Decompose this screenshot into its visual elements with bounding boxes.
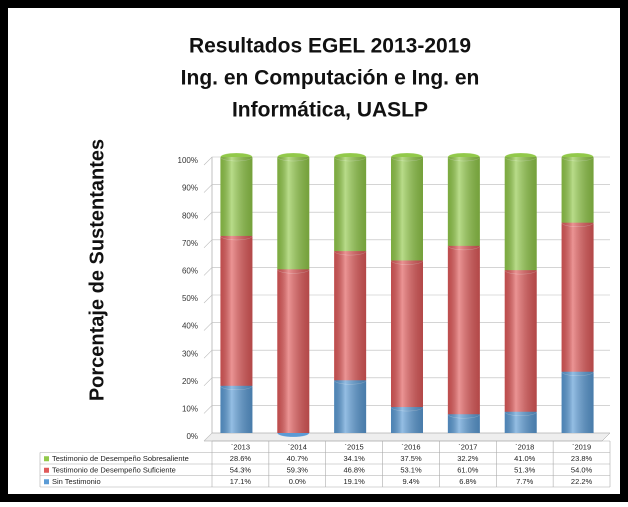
- y-tick-label: 90%: [182, 184, 198, 193]
- bar-segment: [504, 157, 537, 271]
- legend-label: Sin Testimonio: [52, 477, 101, 486]
- y-axis-label: Porcentaje de Sustentantes: [86, 139, 108, 401]
- bar-segment: [220, 157, 253, 236]
- bar-segment: [277, 157, 310, 270]
- data-label: 51.3%: [514, 466, 536, 475]
- bar-segment: [391, 157, 423, 261]
- x-tick-label: `2017: [458, 443, 477, 452]
- x-tick-label: `2014: [288, 443, 307, 452]
- data-label: 6.8%: [459, 477, 476, 486]
- y-tick-label: 50%: [182, 294, 198, 303]
- data-label: 54.3%: [230, 466, 252, 475]
- segment-top: [277, 152, 310, 162]
- data-label: 0.0%: [289, 477, 306, 486]
- data-label: 7.7%: [516, 477, 533, 486]
- data-label: 19.1%: [344, 477, 366, 486]
- chart-title: Informática, UASLP: [232, 99, 428, 122]
- floor: [203, 432, 611, 442]
- bar-segment: [504, 270, 537, 412]
- bar-segment: [561, 371, 594, 433]
- bar-segment: [561, 222, 594, 372]
- x-tick-label: `2019: [572, 443, 591, 452]
- data-label: 17.1%: [230, 477, 252, 486]
- y-tick-label: 20%: [182, 377, 198, 386]
- bar-segment: [334, 157, 367, 252]
- y-tick-label: 40%: [182, 322, 198, 331]
- x-tick-label: `2015: [345, 443, 364, 452]
- chart-title: Ing. en Computación e Ing. en: [181, 67, 480, 90]
- data-label: 40.7%: [287, 454, 309, 463]
- y-tick-label: 60%: [182, 267, 198, 276]
- x-tick-label: `2018: [515, 443, 534, 452]
- bar-segment: [391, 260, 423, 408]
- bar-segment: [220, 235, 253, 386]
- legend-label: Testimonio de Desempeño Suficiente: [52, 466, 176, 475]
- chart-title: Resultados EGEL 2013-2019: [189, 35, 471, 58]
- legend-swatch: [44, 456, 49, 462]
- data-label: 46.8%: [344, 466, 366, 475]
- x-tick-label: `2013: [231, 443, 250, 452]
- legend-swatch: [44, 479, 49, 485]
- segment-top: [333, 152, 367, 162]
- y-tick-label: 70%: [182, 239, 198, 248]
- legend-swatch: [44, 467, 49, 473]
- bar-segment: [561, 157, 594, 223]
- data-label: 41.0%: [514, 454, 536, 463]
- data-label: 54.0%: [571, 466, 593, 475]
- data-label: 59.3%: [287, 466, 309, 475]
- segment-top: [504, 152, 537, 162]
- y-tick-label: 100%: [178, 156, 198, 165]
- data-label: 32.2%: [457, 454, 479, 463]
- segment-top: [220, 152, 253, 162]
- segment-top: [447, 152, 481, 162]
- y-tick-label: 30%: [182, 349, 198, 358]
- bar-segment: [447, 245, 480, 415]
- bar-segment: [220, 385, 253, 433]
- x-tick-label: `2016: [401, 443, 420, 452]
- segment-top: [561, 152, 594, 162]
- data-label: 37.5%: [400, 454, 422, 463]
- data-label: 22.2%: [571, 477, 593, 486]
- legend-label: Testimonio de Desempeño Sobresaliente: [52, 454, 189, 463]
- bar-segment: [277, 269, 310, 433]
- bar-segment: [334, 380, 367, 433]
- y-tick-label: 10%: [182, 405, 198, 414]
- y-tick-label: 80%: [182, 211, 198, 220]
- data-label: 28.6%: [230, 454, 252, 463]
- segment-top: [390, 152, 424, 162]
- data-label: 61.0%: [457, 466, 479, 475]
- data-label: 34.1%: [344, 454, 366, 463]
- data-label: 9.4%: [402, 477, 419, 486]
- bar-segment: [334, 251, 367, 381]
- y-tick-label: 0%: [186, 432, 198, 441]
- data-label: 53.1%: [400, 466, 422, 475]
- data-label: 23.8%: [571, 454, 593, 463]
- bar-segment: [447, 157, 480, 246]
